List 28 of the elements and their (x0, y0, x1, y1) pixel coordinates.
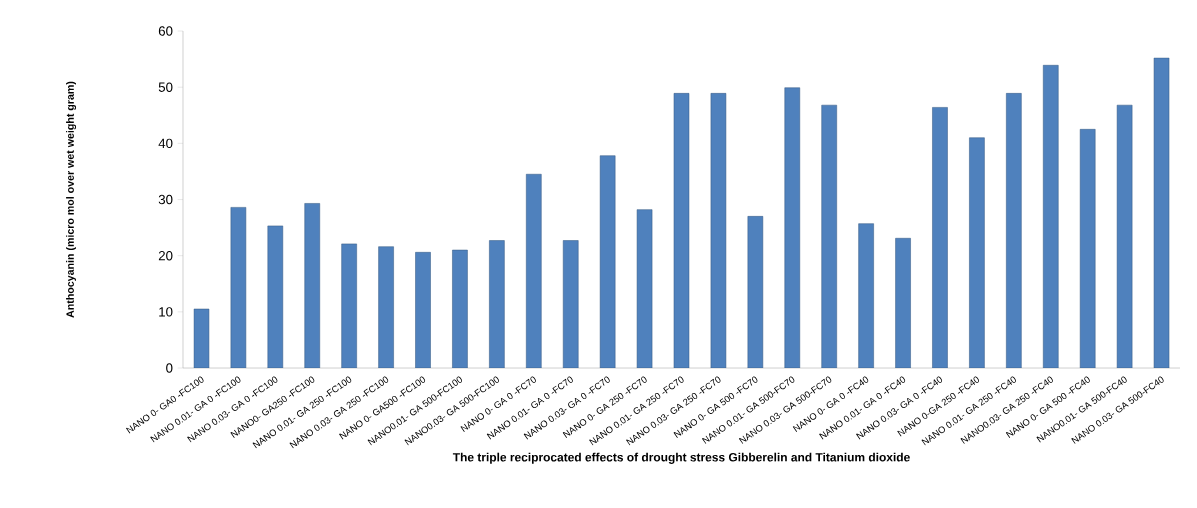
bar (304, 203, 321, 369)
bar (784, 87, 801, 369)
bar (562, 240, 579, 369)
bar (378, 246, 394, 369)
bar (341, 243, 357, 369)
y-tick-label: 10 (159, 307, 173, 317)
bar (1006, 93, 1022, 369)
x-axis-title: The triple reciprocated effects of drought stress Gibberelin and Titanium dioxide (452, 452, 910, 464)
y-tick-label: 50 (158, 82, 173, 92)
bar (932, 107, 948, 369)
bar (526, 173, 542, 369)
y-axis-title: Anthocyanin (micro mol over wet weight gram) (66, 81, 77, 318)
y-tick-label: 30 (158, 194, 173, 205)
bar (821, 104, 837, 369)
bar (489, 240, 505, 369)
bar (415, 252, 431, 369)
y-tick-label: 40 (158, 138, 173, 149)
bar (1042, 65, 1059, 369)
y-tick-label: 60 (158, 26, 173, 36)
bar (267, 225, 284, 369)
bar (1079, 129, 1096, 369)
bar (969, 137, 985, 369)
y-tick-label: 20 (158, 250, 173, 261)
bar (858, 223, 874, 369)
bar (895, 238, 911, 369)
bar (452, 249, 468, 369)
y-tick-label: 0 (166, 363, 173, 373)
bar (747, 216, 764, 369)
